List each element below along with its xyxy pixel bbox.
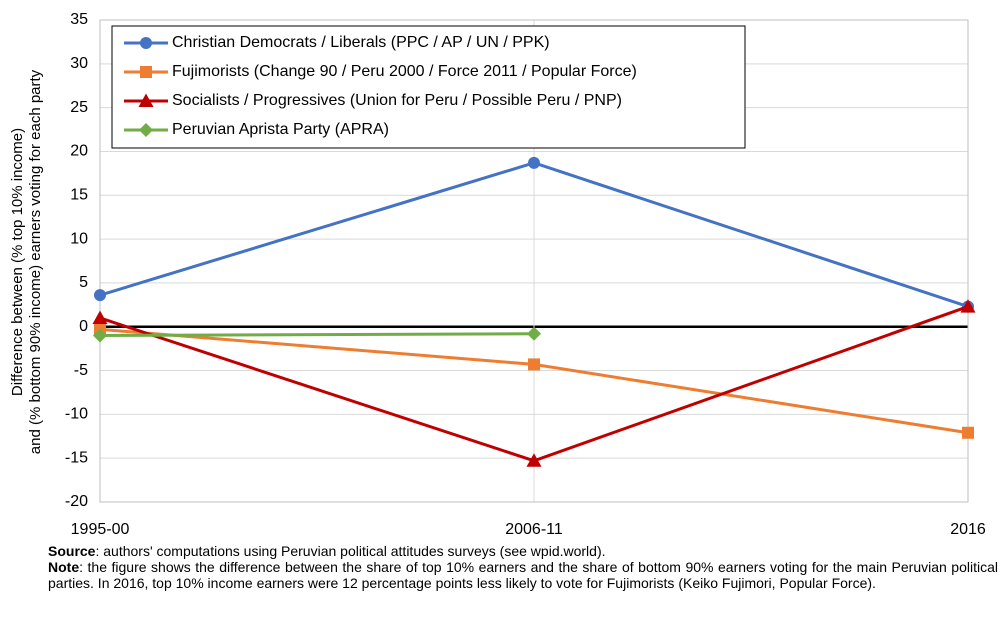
y-tick-label: 5 <box>79 274 88 291</box>
source-text: : authors' computations using Peruvian p… <box>95 543 606 559</box>
y-axis-label-line: and (% bottom 90% income) earners voting… <box>27 69 44 454</box>
marker <box>528 358 540 371</box>
source-label: Source <box>48 543 96 559</box>
chart: Difference between (% top 10% income) an… <box>9 11 986 538</box>
marker <box>92 310 108 324</box>
marker <box>138 93 154 107</box>
marker <box>962 426 974 439</box>
x-tick-label: 1995-00 <box>71 521 130 538</box>
note-label: Note <box>48 559 80 575</box>
y-axis-label: Difference between (% top 10% income) an… <box>9 69 44 454</box>
plot-border <box>99 19 969 503</box>
y-tick-label: 30 <box>70 55 88 72</box>
y-tick-label: 20 <box>70 143 88 160</box>
series-line <box>99 332 535 337</box>
legend-label: Christian Democrats / Liberals (PPC / AP… <box>172 34 550 51</box>
y-axis-label-line: Difference between (% top 10% income) <box>9 128 26 396</box>
marker <box>528 156 540 169</box>
note-text: : the figure shows the difference betwee… <box>48 559 998 591</box>
marker <box>140 66 152 78</box>
marker <box>94 289 106 302</box>
note: Note: the figure shows the difference be… <box>48 559 998 591</box>
legend-label: Socialists / Progressives (Union for Per… <box>172 92 622 109</box>
y-tick-label: -10 <box>65 406 88 423</box>
marker <box>960 299 976 313</box>
marker <box>526 453 542 467</box>
y-tick-label: 25 <box>70 99 88 116</box>
x-tick-label: 2006-11 <box>505 521 563 538</box>
y-tick-label: 15 <box>70 186 88 203</box>
y-tick-label: 0 <box>79 318 88 335</box>
marker <box>93 328 107 343</box>
y-tick-label: 35 <box>70 11 88 28</box>
marker <box>139 123 153 137</box>
y-tick-label: -5 <box>74 362 88 379</box>
y-tick-label: -20 <box>65 493 88 510</box>
marker <box>140 37 152 49</box>
x-tick-label: 2016 <box>950 521 986 538</box>
legend-label: Peruvian Aprista Party (APRA) <box>172 121 389 138</box>
notes: Source: authors' computations using Peru… <box>48 543 998 591</box>
source: Source: authors' computations using Peru… <box>48 543 998 559</box>
y-tick-label: 10 <box>70 230 88 247</box>
marker <box>527 326 541 341</box>
y-tick-label: -15 <box>65 449 88 466</box>
legend-label: Fujimorists (Change 90 / Peru 2000 / For… <box>172 63 637 80</box>
legend-box <box>111 25 746 149</box>
